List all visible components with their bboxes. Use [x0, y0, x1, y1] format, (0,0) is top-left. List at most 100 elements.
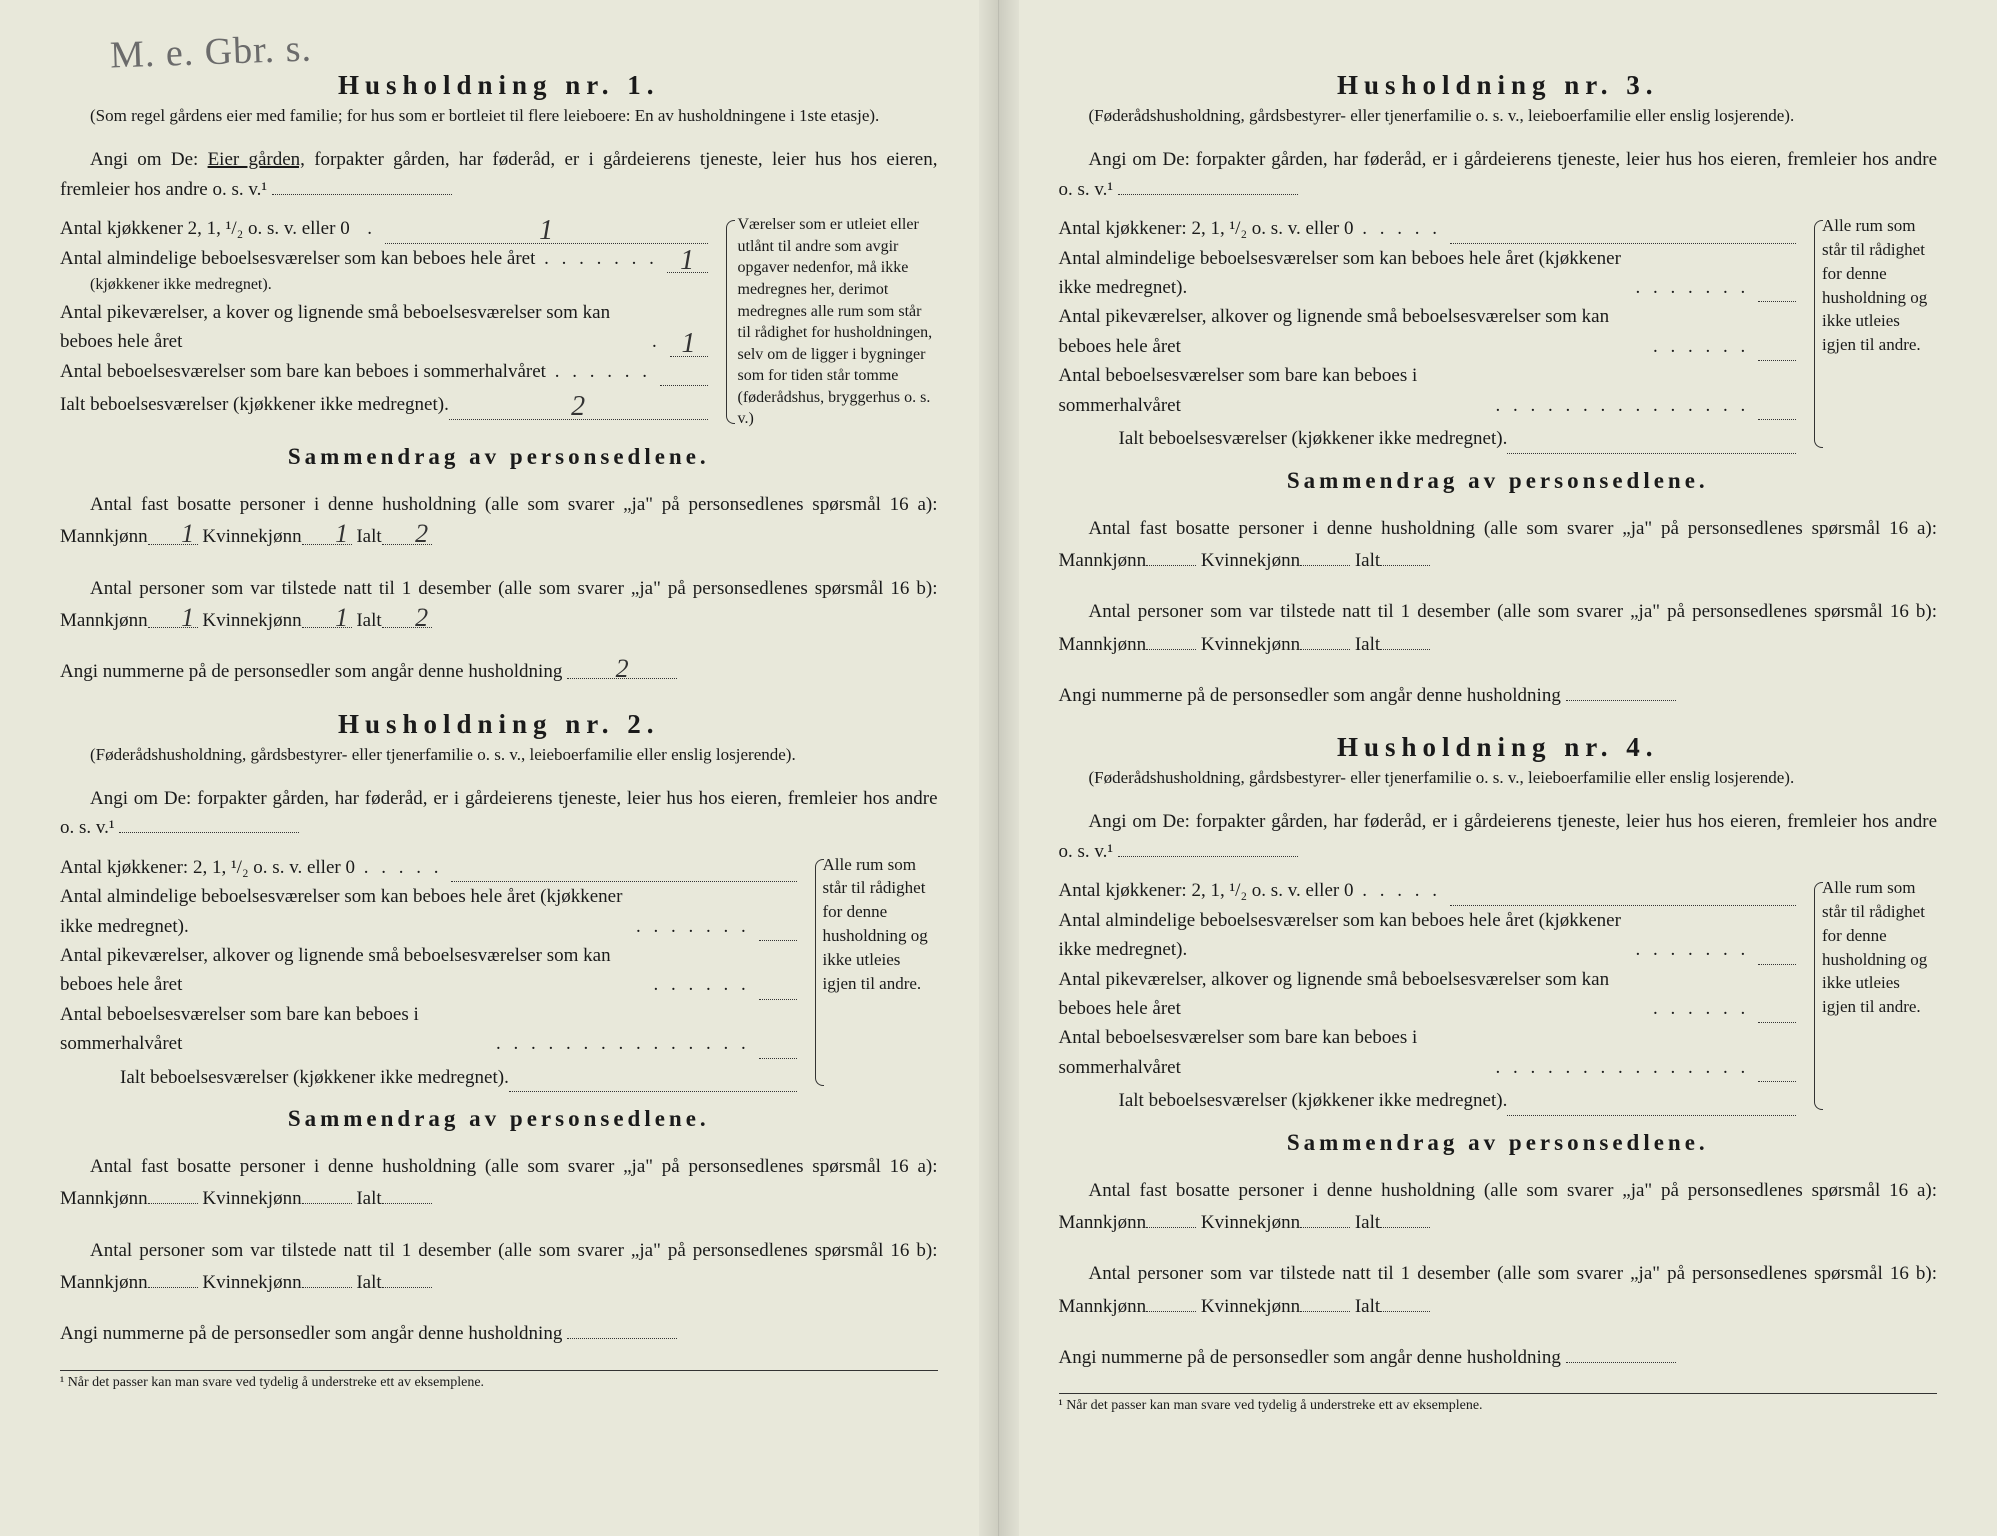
hh3-16a: Antal fast bosatte personer i denne hush…	[1059, 513, 1938, 578]
dots: . . . . .	[1353, 214, 1449, 243]
v-16a-t	[382, 1203, 432, 1204]
label-kvinne: Kvinnekjønn	[202, 1188, 301, 1209]
q-ialt: Ialt beboelsesværelser (kjøkkener ikke m…	[60, 390, 449, 419]
q-kitchen: Antal kjøkkener: 2, 1, ¹/₂ o. s. v. elle…	[60, 853, 355, 882]
q-ialt: Ialt beboelsesværelser (kjøkkener ikke m…	[1059, 424, 1508, 453]
side-note-short: Alle rum som står til rådighet for denne…	[1808, 214, 1937, 454]
hh1-field-col: Antal kjøkkener 2, 1, ¹/₂ o. s. v. eller…	[60, 214, 708, 430]
hh4-field-col: Antal kjøkkener: 2, 1, ¹/₂ o. s. v. elle…	[1059, 876, 1797, 1116]
hh3-16b: Antal personer som var tilstede natt til…	[1059, 596, 1938, 661]
left-page: M. e. Gbr. s. Husholdning nr. 1. (Som re…	[0, 0, 999, 1536]
v-ialt: 2	[449, 396, 708, 419]
side-note-text: Alle rum som står til rådighet for denne…	[1822, 216, 1927, 354]
row-kitchen: Antal kjøkkener 2, 1, ¹/₂ o. s. v. eller…	[60, 214, 708, 243]
v-kitchen: 1	[385, 220, 708, 243]
hh4-angi-text: Angi om De: forpakter gården, har føderå…	[1059, 811, 1938, 861]
label-ialt: Ialt	[1355, 550, 1380, 571]
v-16b-m	[1146, 649, 1196, 650]
v-summer	[660, 385, 708, 386]
q-rooms-sub: (kjøkkener ikke medregnet).	[60, 273, 708, 298]
hh2-angi-text: Angi om De: forpakter gården, har føderå…	[60, 788, 938, 838]
row-rooms: Antal almindelige beboelsesværelser som …	[60, 882, 797, 941]
v-16b-k	[1300, 649, 1350, 650]
hh2-samm-title: Sammendrag av personsedlene.	[60, 1106, 938, 1132]
v-16a-t	[1380, 1227, 1430, 1228]
footnote-right: ¹ Når det passer kan man svare ved tydel…	[1059, 1393, 1938, 1414]
label-ialt: Ialt	[1355, 634, 1380, 655]
v-16b-k	[302, 1287, 352, 1288]
samm-16b-text: Antal personer som var tilstede natt til…	[90, 578, 938, 599]
hh2-nummer: Angi nummerne på de personsedler som ang…	[60, 1318, 938, 1350]
hh3-samm-title: Sammendrag av personsedlene.	[1059, 468, 1938, 494]
dots: . . . . . . .	[627, 912, 758, 941]
hh1-samm-title: Sammendrag av personsedlene.	[60, 444, 938, 470]
label-ialt: Ialt	[356, 1188, 381, 1209]
v-16b-t	[382, 1287, 432, 1288]
v-16a-k	[1300, 565, 1350, 566]
label-mann: Mannkjønn	[60, 1188, 148, 1209]
label-mann: Mannkjønn	[1059, 1296, 1147, 1317]
row-summer: Antal beboelsesværelser som bare kan beb…	[1059, 361, 1797, 420]
hh4-16b: Antal personer som var tilstede natt til…	[1059, 1258, 1938, 1323]
q-kitchen: Antal kjøkkener: 2, 1, ¹/₂ o. s. v. elle…	[1059, 876, 1354, 905]
hh1-fields: Antal kjøkkener 2, 1, ¹/₂ o. s. v. eller…	[60, 214, 938, 430]
side-note-text: Alle rum som står til rådighet for denne…	[823, 855, 928, 993]
v-rooms	[1758, 964, 1796, 965]
nummer-label: Angi nummerne på de personsedler som ang…	[60, 1323, 562, 1344]
hh1-nummer: Angi nummerne på de personsedler som ang…	[60, 656, 938, 688]
v-ialt	[509, 1091, 797, 1092]
hh3-fields: Antal kjøkkener: 2, 1, ¹/₂ o. s. v. elle…	[1059, 214, 1938, 454]
v-nummer	[1566, 1362, 1676, 1363]
q-summer: Antal beboelsesværelser som bare kan beb…	[1059, 361, 1487, 420]
v-16a-k	[1300, 1227, 1350, 1228]
side-note-short: Alle rum som står til rådighet for denne…	[809, 853, 938, 1093]
q-summer: Antal beboelsesværelser som bare kan beb…	[60, 1000, 487, 1059]
v-pike: 1	[670, 333, 708, 356]
samm-16b-text: Antal personer som var tilstede natt til…	[1089, 1263, 1938, 1284]
samm-16b-text: Antal personer som var tilstede natt til…	[1089, 601, 1938, 622]
dots: .	[643, 327, 669, 356]
hh4-16a: Antal fast bosatte personer i denne hush…	[1059, 1175, 1938, 1240]
q-pike: Antal pikeværelser, a kover og lignende …	[60, 298, 643, 357]
v-16a-k: 1	[302, 525, 352, 544]
dots: . . . . . . .	[1627, 273, 1758, 302]
v-pike	[759, 999, 797, 1000]
v-summer	[1758, 419, 1796, 420]
v-16a-k	[302, 1203, 352, 1204]
v-16b-m	[1146, 1311, 1196, 1312]
hh2-subtitle: (Føderådshusholdning, gårdsbestyrer- ell…	[60, 744, 938, 765]
row-kitchen: Antal kjøkkener: 2, 1, ¹/₂ o. s. v. elle…	[1059, 214, 1797, 243]
right-page: Husholdning nr. 3. (Føderådshusholdning,…	[999, 0, 1997, 1536]
label-kvinne: Kvinnekjønn	[1201, 1296, 1300, 1317]
v-pike	[1758, 1022, 1796, 1023]
dots: . . . . . . . . . . . . . . .	[487, 1029, 758, 1058]
hh1-angi: Angi om De: Eier gården, forpakter gårde…	[60, 145, 938, 204]
v-summer	[759, 1058, 797, 1059]
side-note-short: Alle rum som står til rådighet for denne…	[1808, 876, 1937, 1116]
v-16b-k: 1	[302, 609, 352, 628]
hh4-fields: Antal kjøkkener: 2, 1, ¹/₂ o. s. v. elle…	[1059, 876, 1938, 1116]
dots: . . . . . . . . . . . . . . .	[1487, 391, 1758, 420]
dots: . . . . . .	[1644, 332, 1758, 361]
dots: . . . . . . . . . . . . . . .	[1487, 1053, 1758, 1082]
footnote-left: ¹ Når det passer kan man svare ved tydel…	[60, 1370, 938, 1391]
hh3-title: Husholdning nr. 3.	[1059, 70, 1938, 101]
label-ialt: Ialt	[1355, 1212, 1380, 1233]
hh2-16b: Antal personer som var tilstede natt til…	[60, 1235, 938, 1300]
label-mann: Mannkjønn	[60, 610, 148, 631]
hh2-title: Husholdning nr. 2.	[60, 709, 938, 740]
q-kitchen: Antal kjøkkener: 2, 1, ¹/₂ o. s. v. elle…	[1059, 214, 1354, 243]
label-ialt: Ialt	[1355, 1296, 1380, 1317]
v-rooms: 1	[667, 250, 708, 273]
v-ialt	[1507, 1115, 1796, 1116]
v-16b-k	[1300, 1311, 1350, 1312]
hh4-subtitle: (Føderådshusholdning, gårdsbestyrer- ell…	[1059, 767, 1938, 788]
label-ialt: Ialt	[356, 610, 381, 631]
row-rooms: Antal almindelige beboelsesværelser som …	[1059, 906, 1797, 965]
row-summer: Antal beboelsesværelser som bare kan beb…	[60, 357, 708, 386]
q-kitchen: Antal kjøkkener 2, 1, ¹/₂ o. s. v. eller…	[60, 214, 350, 243]
label-mann: Mannkjønn	[1059, 634, 1147, 655]
v-16a-t: 2	[382, 525, 432, 544]
side-note-long: Værelser som er utleiet eller utlånt til…	[720, 214, 938, 430]
row-ialt: Ialt beboelsesværelser (kjøkkener ikke m…	[60, 1063, 797, 1092]
